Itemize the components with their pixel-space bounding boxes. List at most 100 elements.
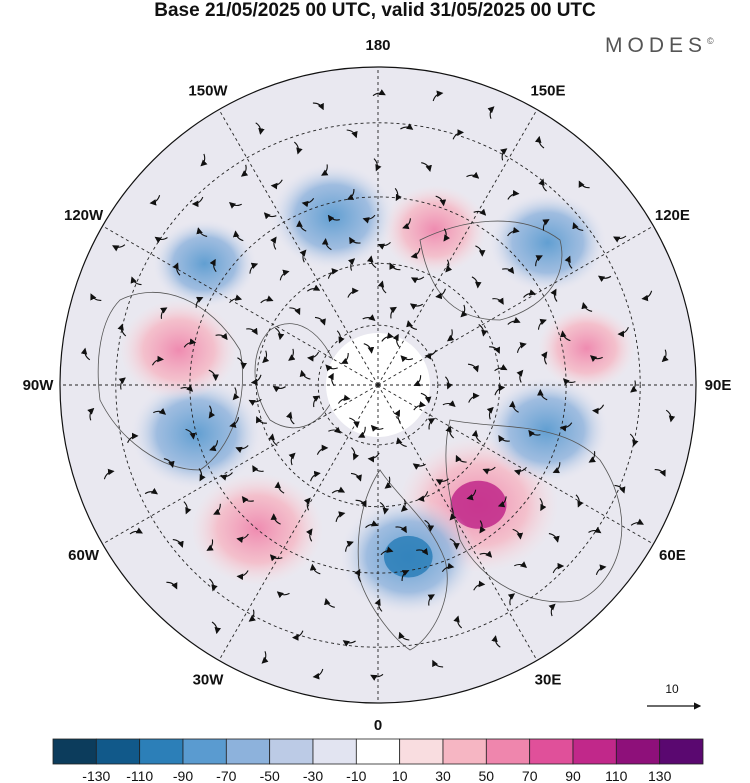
wind-arrow [548, 603, 556, 617]
wind-arrow [215, 332, 228, 341]
wind-arrow [392, 333, 400, 348]
wind-arrow [473, 208, 487, 216]
wind-arrow [471, 276, 482, 289]
wind-arrow [523, 289, 537, 298]
meridian-120 [377, 225, 654, 386]
wind-scale-legend: 10 [647, 682, 702, 710]
wind-arrow [400, 355, 414, 363]
coastline-siberia [419, 220, 563, 321]
wind-arrow [237, 357, 247, 370]
wind-arrow [144, 487, 159, 495]
meridian-150 [377, 109, 538, 386]
wind-arrow [262, 350, 270, 364]
wind-arrow [455, 454, 467, 463]
wind-arrow [559, 330, 571, 342]
wind-arrow [552, 462, 561, 474]
wind-arrow [395, 525, 407, 534]
wind-arrow [341, 352, 349, 364]
wind-arrow [374, 598, 383, 612]
wind-arrow [268, 433, 278, 446]
wind-arrow [362, 314, 376, 322]
wind-arrow [348, 258, 356, 271]
wind-arrow [427, 594, 435, 606]
wind-arrow [367, 452, 380, 463]
wind-arrow [502, 266, 515, 274]
wind-arrow [537, 388, 548, 401]
wind-arrow [274, 481, 285, 494]
wind-arrow [424, 349, 437, 360]
wind-arrow [393, 409, 401, 423]
anomaly-core-0 [450, 480, 507, 529]
wind-arrow [489, 346, 500, 354]
wind-arrow [180, 384, 194, 392]
wind-scale-label: 10 [665, 682, 679, 696]
map-disk [60, 67, 696, 703]
wind-arrow [248, 609, 256, 622]
wind-arrow [377, 280, 387, 294]
wind-arrow [432, 90, 444, 102]
wind-arrow [597, 275, 612, 283]
wind-arrow [589, 355, 603, 362]
wind-arrow [513, 466, 527, 476]
wind-arrow [299, 249, 307, 263]
wind-arrow [129, 527, 143, 535]
wind-arrow [578, 180, 590, 189]
wind-arrow [289, 307, 301, 316]
wind-arrow [406, 320, 418, 330]
wind-arrow [410, 276, 425, 284]
wind-arrow [117, 323, 127, 337]
wind-arrow [559, 422, 573, 432]
wind-arrow [395, 437, 407, 448]
wind-arrow [512, 528, 524, 540]
wind-arrow [270, 236, 277, 250]
wind-arrow [370, 424, 384, 432]
wind-arrow [272, 385, 286, 393]
wind-arrow [394, 187, 402, 202]
wind-arrow [342, 640, 356, 647]
wind-arrow [328, 426, 342, 434]
anomaly-negative-7 [488, 192, 607, 293]
wind-arrow [641, 290, 653, 302]
wind-arrow [479, 520, 486, 534]
colorbar-tick-label: 50 [479, 768, 495, 783]
colorbar-tick-label: -110 [126, 768, 153, 783]
wind-arrow [80, 347, 91, 361]
anomaly-core-1 [383, 535, 433, 578]
wind-arrow [661, 349, 669, 363]
wind-arrow [351, 447, 359, 461]
wind-arrow [491, 635, 501, 648]
wind-arrow [327, 214, 340, 222]
wind-arrow [335, 511, 346, 523]
wind-arrow [473, 580, 486, 591]
wind-arrow [420, 392, 432, 404]
wind-arrow [250, 374, 262, 386]
wind-arrow [236, 533, 249, 543]
wind-arrow [314, 316, 326, 326]
wind-arrow [324, 598, 335, 608]
wind-arrow [299, 369, 311, 380]
brand-logo: MODES© [605, 34, 714, 58]
wind-arrow [416, 548, 429, 556]
wind-arrow [389, 306, 397, 319]
meridian-300 [102, 384, 379, 545]
longitude-label: 60W [68, 547, 100, 564]
wind-arrow [516, 369, 524, 383]
wind-arrow [183, 338, 197, 348]
wind-arrow [252, 465, 264, 473]
wind-arrow [447, 329, 455, 342]
wind-arrow [270, 513, 281, 525]
wind-arrow [572, 222, 584, 231]
wind-arrow [492, 297, 504, 305]
colorbar-tick-label: 90 [565, 768, 581, 783]
wind-arrow [260, 295, 274, 304]
wind-arrow [296, 220, 307, 232]
wind-arrow [435, 195, 447, 207]
wind-arrow [588, 526, 602, 534]
colorbar-ticks: -130 -110 -90 -70 -50 -30 -10 10 30 50 70 90 110 130 [82, 768, 671, 783]
wind-arrow [249, 262, 259, 274]
meridian-210 [218, 109, 379, 386]
wind-arrow [103, 468, 115, 480]
wind-arrow [500, 148, 508, 161]
wind-arrow [535, 255, 543, 267]
